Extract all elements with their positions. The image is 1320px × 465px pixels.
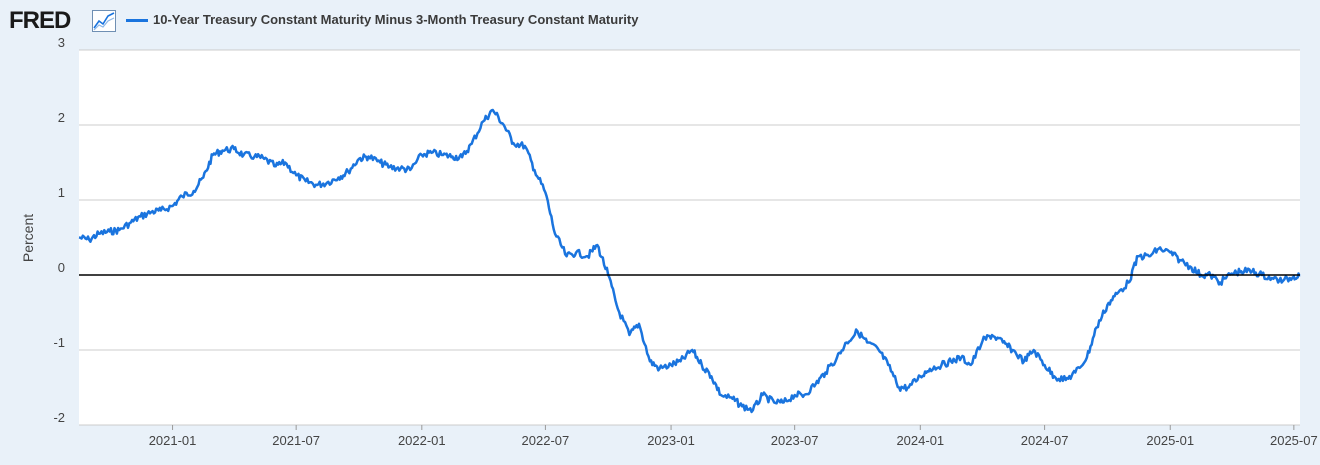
x-tick-label: 2022-01 xyxy=(398,433,446,448)
legend-swatch xyxy=(126,19,148,22)
y-tick-label: 0 xyxy=(58,260,65,275)
y-tick-label: 2 xyxy=(58,110,65,125)
x-axis-ticks: 2021-01 2021-07 2022-01 2022-07 2023-01 2023-… xyxy=(149,425,1318,448)
y-tick-label: -1 xyxy=(53,335,65,350)
x-tick-label: 2025-07 xyxy=(1270,433,1318,448)
x-tick-label: 2022-07 xyxy=(522,433,570,448)
legend-label: 10-Year Treasury Constant Maturity Minus… xyxy=(153,12,639,27)
grid-lines xyxy=(79,49,1300,426)
series-line xyxy=(78,108,1301,414)
y-tick-label: 1 xyxy=(58,185,65,200)
x-tick-label: 2025-01 xyxy=(1146,433,1194,448)
y-tick-label: 3 xyxy=(58,35,65,50)
x-tick-label: 2023-07 xyxy=(771,433,819,448)
x-tick-label: 2024-01 xyxy=(896,433,944,448)
x-tick-label: 2023-01 xyxy=(647,433,695,448)
x-tick-label: 2024-07 xyxy=(1021,433,1069,448)
chart-header: FRED 10-Year Treasury Constant Maturity … xyxy=(0,0,1320,40)
x-tick-label: 2021-07 xyxy=(272,433,320,448)
x-tick-label: 2021-01 xyxy=(149,433,197,448)
trend-chart-icon xyxy=(92,10,116,32)
fred-logo[interactable]: FRED xyxy=(9,7,71,34)
plot-area xyxy=(79,50,1300,425)
y-axis-ticks: 3 2 1 0 -1 -2 xyxy=(53,35,65,425)
y-tick-label: -2 xyxy=(53,410,65,425)
